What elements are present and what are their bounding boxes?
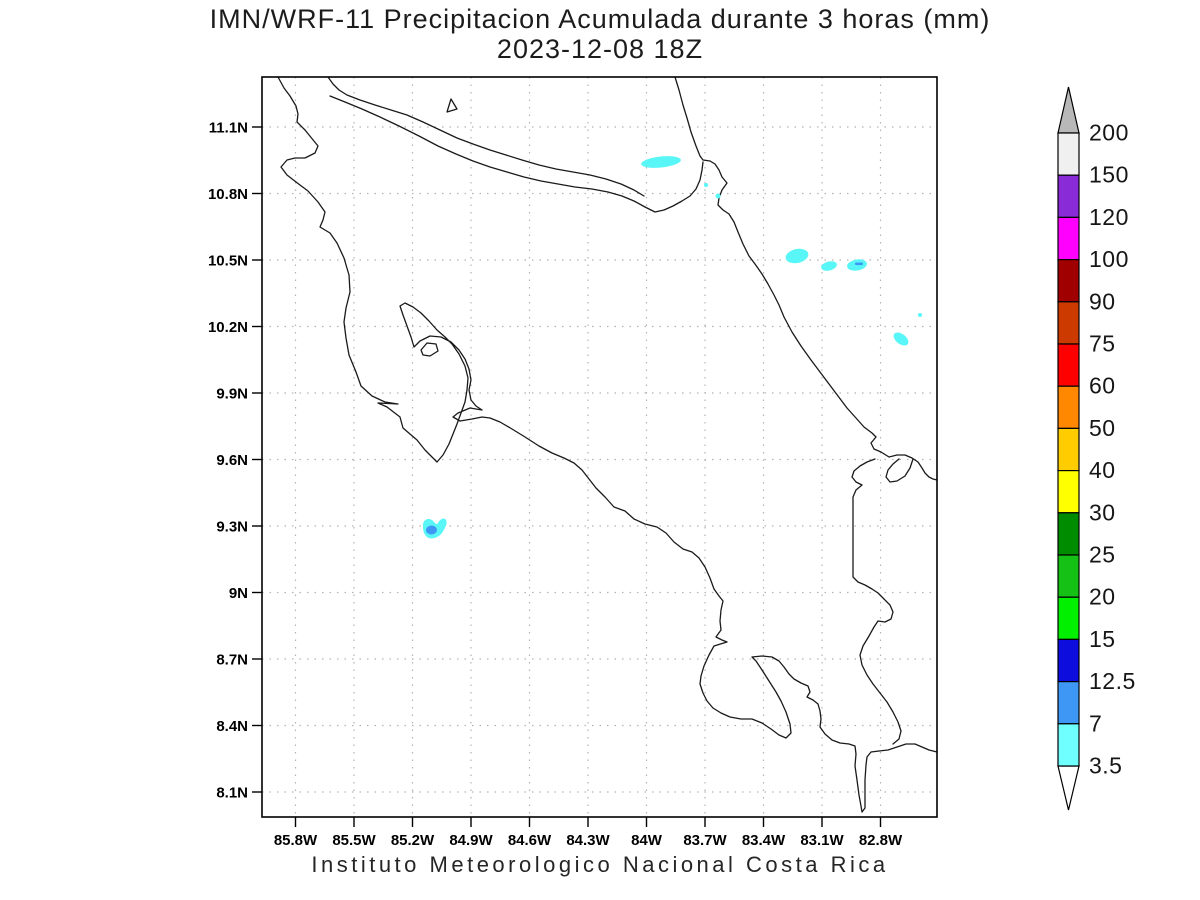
lon-tick-label: 83.4W bbox=[742, 832, 786, 849]
colorbar-box bbox=[1057, 470, 1080, 514]
colorbar-label: 150 bbox=[1089, 162, 1129, 188]
colorbar-box bbox=[1057, 385, 1080, 430]
colorbar-label: 60 bbox=[1089, 373, 1116, 399]
lat-tick-label: 9N bbox=[229, 585, 248, 602]
lon-tick-label: 85.2W bbox=[391, 832, 435, 849]
island-chira bbox=[420, 342, 439, 357]
colorbar-boxes bbox=[1057, 132, 1080, 767]
precip-patch bbox=[893, 332, 909, 346]
lat-tick-label: 10.5N bbox=[208, 253, 248, 270]
colorbar-label: 3.5 bbox=[1089, 753, 1122, 779]
precip-patch bbox=[821, 261, 837, 271]
axes: 11.1N 10.8N 10.5N 10.2N 9.9N 9.6N 9.3N 9N 8.7N 8.… bbox=[208, 120, 903, 850]
colorbar-label: 75 bbox=[1089, 331, 1116, 357]
lat-tick-label: 9.9N bbox=[216, 386, 248, 403]
coastline-group bbox=[277, 76, 938, 813]
precip-patch bbox=[641, 156, 681, 168]
precip-patch-core bbox=[855, 262, 863, 266]
precip-patch bbox=[918, 313, 922, 317]
colorbar-label: 30 bbox=[1089, 499, 1116, 525]
colorbar-label: 20 bbox=[1089, 584, 1116, 610]
colorbar-label: 120 bbox=[1089, 204, 1129, 230]
lon-tick-label: 84.9W bbox=[449, 832, 493, 849]
colorbar-label: 100 bbox=[1089, 246, 1129, 272]
colorbar-under-arrow bbox=[1057, 765, 1080, 811]
lon-tick-label: 85.8W bbox=[274, 832, 318, 849]
colorbar-box bbox=[1057, 723, 1080, 767]
colorbar-box bbox=[1057, 427, 1080, 472]
lat-tick-label: 9.6N bbox=[216, 452, 248, 469]
lat-tick-label: 10.8N bbox=[208, 186, 248, 203]
colorbar-box bbox=[1057, 174, 1080, 218]
colorbar-box bbox=[1057, 301, 1080, 345]
colorbar-box bbox=[1057, 596, 1080, 641]
lon-tick-label: 83.7W bbox=[683, 832, 727, 849]
coastline-pacific bbox=[277, 76, 938, 813]
colorbar: 200 150 120 100 90 75 60 50 40 30 25 20 15 12.5 7 3.5 bbox=[1057, 86, 1136, 811]
lat-tick-label: 9.3N bbox=[216, 519, 248, 536]
colorbar-label: 40 bbox=[1089, 457, 1116, 483]
lon-tick-label: 84.3W bbox=[566, 832, 610, 849]
precip-patch bbox=[715, 193, 721, 199]
lat-tick-label: 8.7N bbox=[216, 652, 248, 669]
lon-tick-label: 84W bbox=[631, 832, 663, 849]
precip-patch bbox=[785, 248, 809, 264]
colorbar-labels: 200 150 120 100 90 75 60 50 40 30 25 20 15 12.5 7 3.5 bbox=[1089, 120, 1136, 779]
colorbar-label: 12.5 bbox=[1089, 668, 1136, 694]
coastline-caribbean bbox=[674, 76, 938, 481]
coastline-border-river bbox=[329, 95, 704, 213]
colorbar-label: 15 bbox=[1089, 626, 1116, 652]
colorbar-label: 50 bbox=[1089, 415, 1116, 441]
colorbar-box bbox=[1057, 554, 1080, 598]
colorbar-label: 25 bbox=[1089, 542, 1116, 568]
lat-tick-label: 11.1N bbox=[209, 120, 248, 137]
colorbar-box bbox=[1057, 259, 1080, 303]
lon-tick-label: 82.8W bbox=[859, 832, 903, 849]
colorbar-box bbox=[1057, 132, 1080, 176]
island-triangle bbox=[446, 98, 458, 113]
colorbar-label: 200 bbox=[1089, 120, 1129, 146]
precip-patch-core bbox=[426, 525, 437, 535]
colorbar-label: 7 bbox=[1089, 710, 1102, 736]
gridlines bbox=[262, 77, 937, 817]
colorbar-label: 90 bbox=[1089, 288, 1116, 314]
colorbar-box bbox=[1057, 512, 1080, 556]
plot-subtitle: 2023-12-08 18Z bbox=[496, 34, 704, 64]
colorbar-box bbox=[1057, 680, 1080, 725]
coastline-almirante-hook bbox=[885, 458, 914, 483]
colorbar-box bbox=[1057, 343, 1080, 387]
lat-tick-label: 10.2N bbox=[208, 319, 248, 336]
colorbar-box bbox=[1057, 216, 1080, 261]
coastline-chiriqui-lagoon bbox=[851, 458, 902, 745]
plot-title: IMN/WRF-11 Precipitacion Acumulada duran… bbox=[209, 4, 991, 34]
institute-caption: Instituto Meteorologico Nacional Costa R… bbox=[311, 852, 889, 877]
lon-tick-label: 85.5W bbox=[332, 832, 376, 849]
coastline-lake-nicaragua bbox=[327, 76, 645, 197]
precip-patch bbox=[704, 183, 708, 187]
lat-tick-label: 8.4N bbox=[216, 718, 248, 735]
lat-tick-label: 8.1N bbox=[216, 785, 248, 802]
colorbar-box bbox=[1057, 638, 1080, 683]
lon-tick-label: 83.1W bbox=[800, 832, 844, 849]
precipitation-patches bbox=[422, 156, 922, 539]
map-frame bbox=[261, 76, 938, 818]
lon-tick-label: 84.6W bbox=[508, 832, 552, 849]
colorbar-over-arrow bbox=[1057, 86, 1080, 134]
